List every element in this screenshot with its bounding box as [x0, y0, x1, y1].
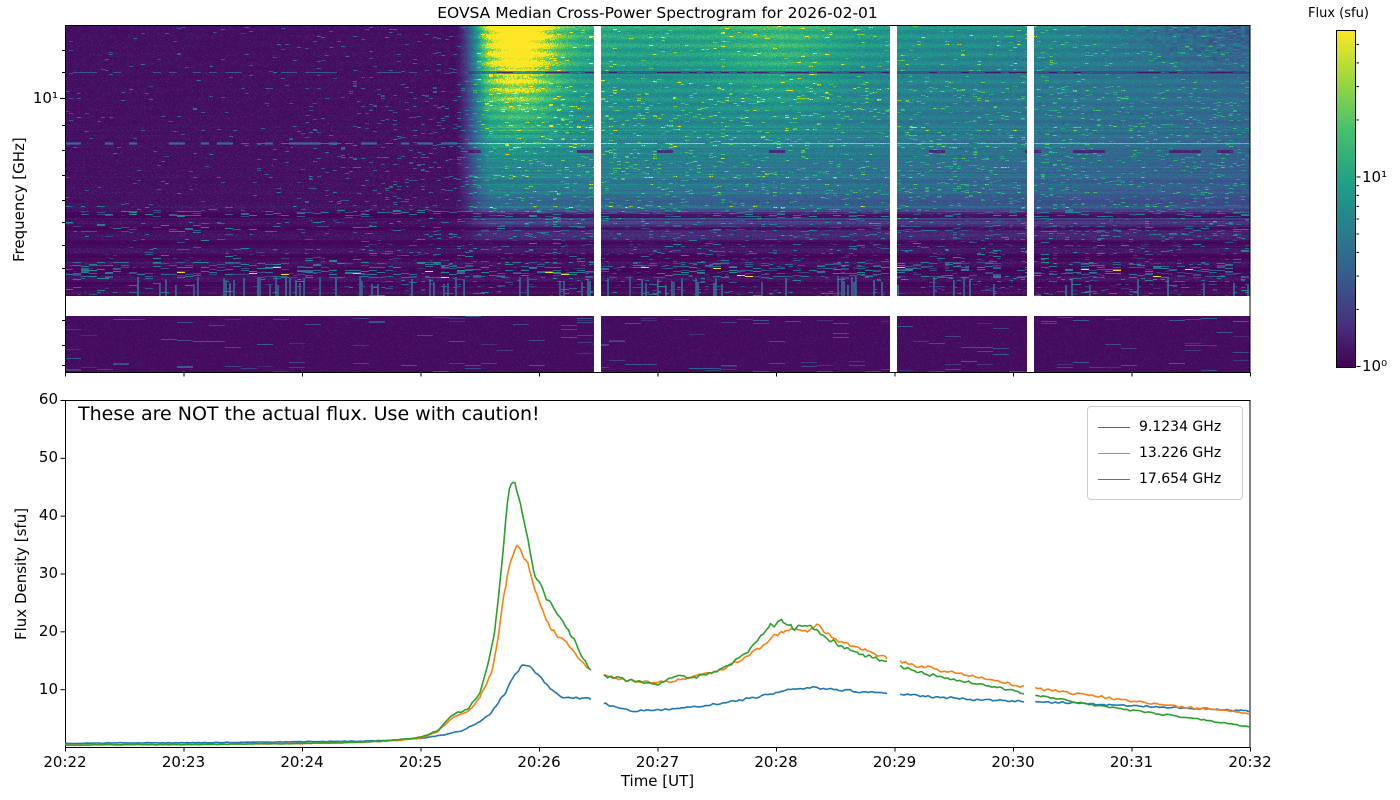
legend-swatch-17ghz [1098, 478, 1130, 480]
legend: 9.1234 GHz 13.226 GHz 17.654 GHz [1087, 406, 1243, 500]
spectrogram-heatmap [65, 25, 1250, 372]
y-tick-label: 20 [38, 622, 58, 640]
y-tick-label: 40 [38, 506, 58, 524]
y-tick-label: 60 [38, 390, 58, 408]
x-tick-label: 20:30 [991, 753, 1035, 771]
legend-item: 9.1234 GHz [1098, 414, 1232, 440]
spectrogram-ylabel: Frequency [GHz] [10, 137, 28, 262]
legend-label: 17.654 GHz [1139, 471, 1222, 487]
x-tick-label: 20:23 [161, 753, 206, 771]
x-tick-label: 20:26 [517, 753, 561, 771]
colorbar-tick-lower: 10⁰ [1362, 357, 1388, 375]
flux-series-lines [65, 481, 1251, 747]
caution-annotation: These are NOT the actual flux. Use with … [78, 403, 540, 425]
time-axis-label: Time [UT] [620, 772, 695, 790]
x-tick-label: 20:22 [43, 753, 87, 771]
colorbar-gradient [1336, 30, 1355, 367]
y-tick-label: 30 [38, 564, 58, 582]
legend-swatch-9ghz [1098, 426, 1130, 428]
legend-label: 13.226 GHz [1139, 445, 1222, 461]
series-line-9-1234-GHz [65, 664, 1250, 745]
flux-axis-label: Flux Density [sfu] [12, 507, 30, 640]
figure-title: EOVSA Median Cross-Power Spectrogram for… [437, 4, 878, 22]
x-tick-label: 20:24 [280, 753, 324, 771]
legend-swatch-13ghz [1098, 452, 1130, 454]
colorbar-label: Flux (sfu) [1308, 6, 1369, 21]
x-tick-label: 20:28 [754, 753, 798, 771]
legend-item: 17.654 GHz [1098, 466, 1232, 492]
y-tick-label: 50 [38, 448, 58, 466]
colorbar-tick-upper: 10¹ [1362, 168, 1388, 186]
x-tick-label: 20:32 [1228, 753, 1272, 771]
x-tick-label: 20:29 [872, 753, 917, 771]
linechart-frame [65, 400, 1251, 748]
series-line-13-226-GHz [65, 544, 1251, 747]
y-tick-label: 10 [38, 680, 58, 698]
x-tick-label: 20:31 [1109, 753, 1154, 771]
legend-item: 13.226 GHz [1098, 440, 1232, 466]
x-tick-label: 20:25 [398, 753, 443, 771]
x-tick-label: 20:27 [635, 753, 680, 771]
legend-label: 9.1234 GHz [1139, 419, 1222, 435]
spectrogram-ytick-label: 10¹ [32, 89, 58, 107]
series-line-17-654-GHz [65, 481, 1251, 747]
